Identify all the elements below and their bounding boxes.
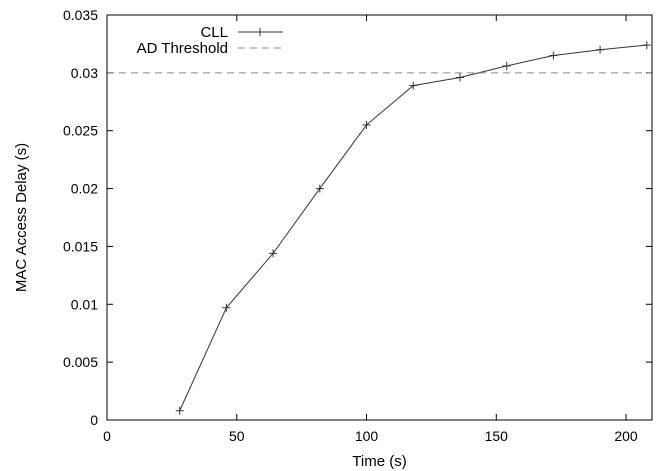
data-point-marker (409, 81, 418, 90)
y-tick-label: 0.02 (71, 181, 98, 197)
y-tick-label: 0.025 (63, 123, 98, 139)
data-point-marker (315, 184, 324, 193)
y-tick-label: 0 (90, 412, 98, 428)
y-axis-title: MAC Access Delay (s) (13, 143, 30, 292)
plot-frame (106, 14, 653, 421)
legend-label: AD Threshold (137, 40, 228, 57)
data-point-marker (549, 51, 558, 60)
y-tick-label: 0.015 (63, 238, 98, 254)
y-tick-label: 0.01 (71, 296, 98, 312)
x-tick-label: 200 (614, 428, 638, 444)
data-point-marker (596, 45, 605, 54)
y-axis-ticks: 0 0.005 0.01 0.015 0.02 0.025 0.03 0.035 (63, 7, 652, 428)
data-point-marker (175, 406, 184, 415)
x-axis-title: Time (s) (352, 453, 406, 470)
legend-marker (256, 28, 264, 36)
legend-label: CLL (200, 24, 228, 41)
y-tick-label: 0.005 (63, 354, 98, 370)
x-tick-label: 0 (103, 428, 111, 444)
data-point-marker (642, 41, 651, 50)
data-point-marker (455, 73, 464, 82)
data-point-marker (502, 61, 511, 70)
data-point-marker (222, 303, 231, 312)
series-line-cll (179, 44, 647, 411)
x-tick-label: 150 (485, 428, 509, 444)
x-axis-ticks: 0 50 100 150 200 (103, 15, 638, 444)
y-tick-label: 0.035 (63, 7, 98, 23)
y-tick-label: 0.03 (71, 65, 98, 81)
x-tick-label: 100 (355, 428, 379, 444)
data-point-marker (362, 120, 371, 129)
series-layer (107, 41, 652, 415)
data-point-marker (269, 249, 278, 258)
x-tick-label: 50 (229, 428, 245, 444)
